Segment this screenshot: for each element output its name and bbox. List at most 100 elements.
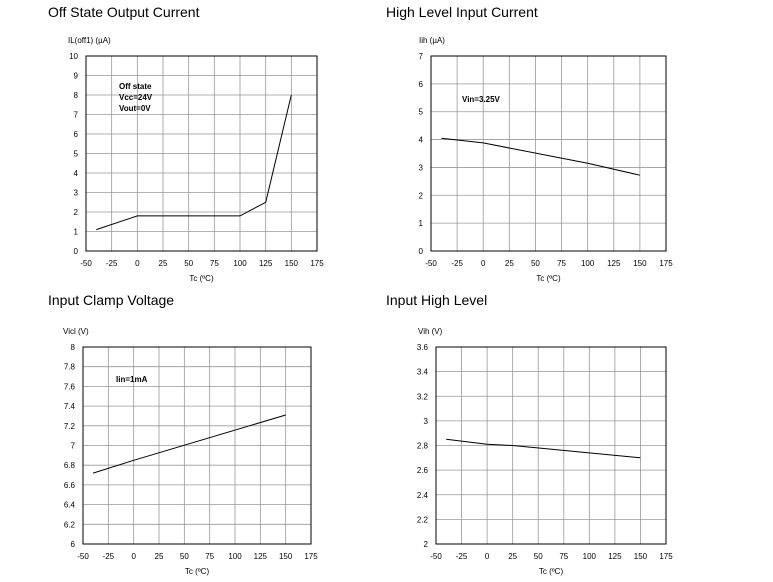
x-axis-label: Tc (ºC) xyxy=(536,274,561,283)
x-tick-label: 75 xyxy=(205,552,214,561)
y-tick-label: 1 xyxy=(74,228,79,237)
y-tick-label: 4 xyxy=(419,136,424,145)
series-line xyxy=(446,438,641,459)
y-axis-label: Vicl (V) xyxy=(63,327,89,336)
chart-title: Input Clamp Voltage xyxy=(48,292,175,308)
y-tick-label: 5 xyxy=(74,150,79,159)
y-tick-label: 8 xyxy=(74,91,79,100)
x-tick-label: 125 xyxy=(607,259,621,268)
chart-area: -50 -25 0 25 50 75 100 125 150 175 0 1 2 3 4 5 6 7 Iih (µA… xyxy=(419,36,674,283)
plot-frame xyxy=(435,346,667,545)
y-tick-label: 2.6 xyxy=(417,466,429,475)
x-tick-label: 50 xyxy=(531,259,540,268)
series-line xyxy=(96,94,292,231)
x-tick-label: 25 xyxy=(508,552,517,561)
y-tick-label: 4 xyxy=(74,169,79,178)
series-line xyxy=(92,414,286,474)
chart-title: High Level Input Current xyxy=(386,4,538,20)
plot-frame xyxy=(82,346,312,545)
x-tick-label: -25 xyxy=(451,259,463,268)
x-tick-label: -25 xyxy=(106,259,118,268)
x-tick-label: -50 xyxy=(430,552,442,561)
chart-panel-off-state-output-current: Off State Output Current -50 -25 0 25 50 75 10… xyxy=(0,0,386,291)
x-tick-label: 100 xyxy=(581,259,595,268)
chart-panel-input-high-level: Input High Level -50 -25 0 25 50 75 100 125 150 1… xyxy=(386,291,773,582)
x-tick-label: 75 xyxy=(559,552,568,561)
y-tick-label: 7.2 xyxy=(64,422,76,431)
y-tick-label: 2 xyxy=(424,540,429,549)
y-tick-label: 9 xyxy=(74,72,79,81)
y-tick-label: 7.6 xyxy=(64,382,76,391)
y-tick-label: 7 xyxy=(74,111,79,120)
chart-panel-high-level-input-current: High Level Input Current -50 -25 0 25 50 75 10… xyxy=(386,0,773,291)
x-tick-label: 0 xyxy=(481,259,486,268)
y-tick-label: 6.2 xyxy=(64,520,76,529)
x-tick-label: 25 xyxy=(155,552,164,561)
x-tick-label: -50 xyxy=(80,259,92,268)
y-tick-labels: 6 6.2 6.4 6.6 6.8 7 7.2 7.4 7.6 7.8 8 xyxy=(64,343,76,549)
x-axis-label: Tc (ºC) xyxy=(185,567,210,576)
x-tick-label: 0 xyxy=(135,259,140,268)
x-tick-label: 75 xyxy=(210,259,219,268)
x-tick-label: 125 xyxy=(608,552,622,561)
x-tick-label: 25 xyxy=(159,259,168,268)
chart-title: Off State Output Current xyxy=(48,4,200,20)
x-tick-label: 100 xyxy=(583,552,597,561)
chart-area: -50 -25 0 25 50 75 100 125 150 175 0 1 2 3 4 5 6 7 8 9 10 IL(… xyxy=(68,36,324,283)
y-tick-label: 3.2 xyxy=(417,392,429,401)
y-tick-label: 7 xyxy=(71,442,76,451)
x-tick-label: -50 xyxy=(425,259,437,268)
x-tick-label: 150 xyxy=(279,552,293,561)
y-tick-label: 2.8 xyxy=(417,442,429,451)
y-tick-label: 0 xyxy=(419,247,424,256)
x-axis-label: Tc (ºC) xyxy=(189,274,214,283)
x-tick-labels: -50 -25 0 25 50 75 100 125 150 175 xyxy=(425,259,673,268)
x-tick-label: -25 xyxy=(456,552,468,561)
x-tick-label: 100 xyxy=(228,552,242,561)
x-axis-label: Tc (ºC) xyxy=(539,567,564,576)
chart-annotation: Off state xyxy=(119,82,152,91)
x-tick-label: 125 xyxy=(254,552,268,561)
chart-title: Input High Level xyxy=(386,292,488,308)
x-tick-labels: -50 -25 0 25 50 75 100 125 150 175 xyxy=(430,552,673,561)
chart-area: -50 -25 0 25 50 75 100 125 150 175 6 6.2 6.4 6.6 6.8 7 7… xyxy=(63,327,318,576)
chart-annotation: Vin=3.25V xyxy=(462,95,501,104)
x-tick-label: 175 xyxy=(659,259,673,268)
y-tick-label: 6 xyxy=(74,130,79,139)
y-tick-label: 7.4 xyxy=(64,402,76,411)
x-tick-label: 0 xyxy=(131,552,136,561)
x-tick-label: 50 xyxy=(180,552,189,561)
grid xyxy=(431,56,666,251)
y-tick-labels: 0 1 2 3 4 5 6 7 8 9 10 xyxy=(69,52,78,256)
y-axis-label: Vih (V) xyxy=(418,327,443,336)
x-tick-label: 150 xyxy=(285,259,299,268)
y-tick-label: 3.4 xyxy=(417,368,429,377)
x-tick-label: 50 xyxy=(184,259,193,268)
y-tick-label: 1 xyxy=(419,219,424,228)
y-tick-label: 3 xyxy=(74,189,79,198)
y-tick-label: 6.6 xyxy=(64,481,76,490)
y-tick-label: 6 xyxy=(71,540,76,549)
x-tick-label: 150 xyxy=(634,552,648,561)
x-tick-label: 25 xyxy=(505,259,514,268)
x-tick-label: 100 xyxy=(233,259,247,268)
y-tick-label: 7 xyxy=(419,52,424,61)
x-tick-labels: -50 -25 0 25 50 75 100 125 150 175 xyxy=(80,259,324,268)
y-tick-label: 8 xyxy=(71,343,76,352)
chart-annotation: Vout=0V xyxy=(119,104,151,113)
x-tick-label: 175 xyxy=(659,552,673,561)
y-tick-label: 3 xyxy=(419,163,424,172)
y-tick-label: 2 xyxy=(74,208,79,217)
y-tick-label: 2 xyxy=(419,191,424,200)
plot-frame xyxy=(85,55,318,252)
y-tick-label: 2.4 xyxy=(417,491,429,500)
chart-area: -50 -25 0 25 50 75 100 125 150 175 2 2.2 2.4 2.6 2.8 3 3… xyxy=(417,327,673,576)
x-tick-label: 175 xyxy=(310,259,324,268)
y-tick-label: 6.4 xyxy=(64,501,76,510)
y-tick-label: 10 xyxy=(69,52,78,61)
x-tick-label: 150 xyxy=(633,259,647,268)
y-tick-label: 7.8 xyxy=(64,363,76,372)
x-tick-label: 125 xyxy=(259,259,273,268)
y-tick-label: 2.2 xyxy=(417,515,429,524)
y-tick-labels: 0 1 2 3 4 5 6 7 xyxy=(419,52,424,256)
